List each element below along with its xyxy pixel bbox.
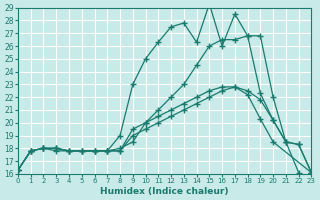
X-axis label: Humidex (Indice chaleur): Humidex (Indice chaleur)	[100, 187, 229, 196]
